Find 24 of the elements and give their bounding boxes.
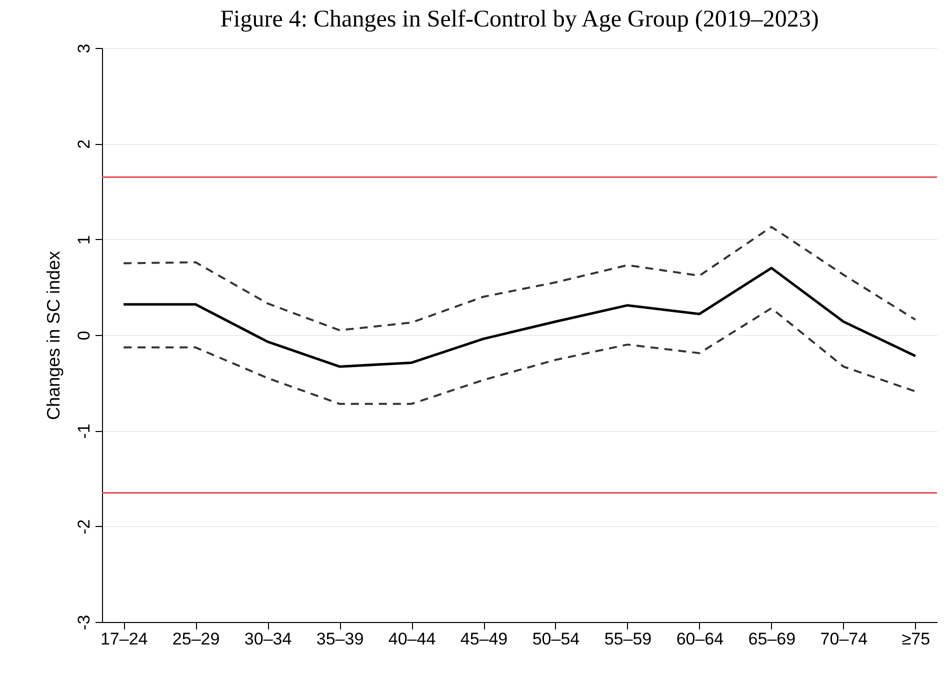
y-tick-label: -2 [74,519,94,534]
y-tick-label: 1 [74,235,94,245]
y-tick-label: -3 [74,614,94,630]
x-tick-label: 45–49 [460,630,508,648]
x-tick-label: 60–64 [676,630,724,648]
y-tick-label: 3 [74,44,94,54]
x-tick-label: 30–34 [244,630,292,648]
y-tick-label: 0 [74,330,94,340]
x-tick-label: 35–39 [316,630,364,648]
line-series [122,226,916,332]
x-tick-label: 70–74 [820,630,868,648]
x-tick-label: 40–44 [388,630,436,648]
y-axis-title: Changes in SC index [44,250,64,420]
chart-title: Figure 4: Changes in Self-Control by Age Group (2019–2023) [220,6,819,32]
y-tick-label: -1 [74,424,94,439]
x-tick-label: ≥75 [902,630,930,648]
line-series [122,266,917,368]
line-series [122,307,916,405]
x-tick-label: 50–54 [532,630,580,648]
x-tick-label: 65–69 [748,630,796,648]
y-tick-label: 2 [74,139,94,149]
x-tick-label: 55–59 [604,630,652,648]
x-tick-label: 25–29 [172,630,220,648]
x-tick-label: 17–24 [100,630,148,648]
